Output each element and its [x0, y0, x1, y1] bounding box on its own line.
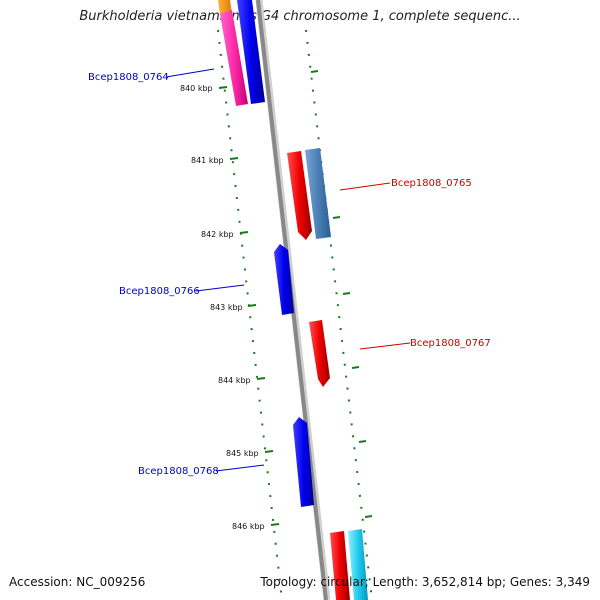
tick-label: 845 kbp	[226, 449, 259, 458]
tick-label: 846 kbp	[232, 522, 265, 531]
accession-text: Accession: NC_009256	[9, 575, 146, 589]
tick-mark	[332, 216, 341, 219]
gene-feature[interactable]	[293, 417, 314, 507]
callout-line	[359, 342, 411, 350]
tick-mark	[364, 515, 373, 518]
sequence-summary: Topology: circular; Length: 3,652,814 bp…	[260, 575, 590, 589]
gene-feature[interactable]	[330, 531, 350, 600]
gene-label[interactable]: Bcep1808_0764	[88, 72, 169, 83]
gene-feature[interactable]	[287, 151, 312, 240]
gene-label[interactable]: Bcep1808_0768	[138, 466, 219, 477]
gene-feature[interactable]	[348, 529, 368, 600]
tick-mark	[310, 70, 319, 73]
tick-marks	[218, 70, 373, 526]
gene-feature[interactable]	[309, 320, 330, 387]
gene-feature[interactable]	[220, 10, 248, 106]
callout-line	[215, 464, 265, 472]
gene-label[interactable]: Bcep1808_0765	[391, 178, 472, 189]
gene-feature[interactable]	[218, 0, 232, 14]
tick-mark	[229, 157, 239, 160]
tick-label: 844 kbp	[218, 376, 251, 385]
gene-feature[interactable]	[305, 148, 331, 239]
gene-feature[interactable]	[274, 244, 294, 315]
tick-mark	[342, 292, 351, 295]
map-title: Burkholderia vietnamiensis G4 chromosome…	[79, 9, 521, 24]
tick-label: 840 kbp	[180, 84, 213, 93]
callout-line	[339, 182, 391, 191]
tick-mark	[247, 304, 257, 307]
callout-line	[165, 68, 215, 78]
tick-mark	[264, 450, 274, 453]
tick-mark	[358, 440, 367, 443]
tick-label: 841 kbp	[191, 156, 224, 165]
gene-label[interactable]: Bcep1808_0766	[119, 286, 200, 297]
callout-line	[195, 284, 245, 292]
tick-mark	[256, 377, 266, 380]
gene-label[interactable]: Bcep1808_0767	[410, 338, 491, 349]
tick-mark	[239, 231, 249, 234]
tick-mark	[351, 366, 360, 369]
tick-label: 843 kbp	[210, 303, 243, 312]
gene-feature[interactable]	[237, 0, 265, 104]
tick-mark	[218, 86, 228, 89]
tick-mark	[270, 523, 280, 526]
tick-label: 842 kbp	[201, 230, 234, 239]
